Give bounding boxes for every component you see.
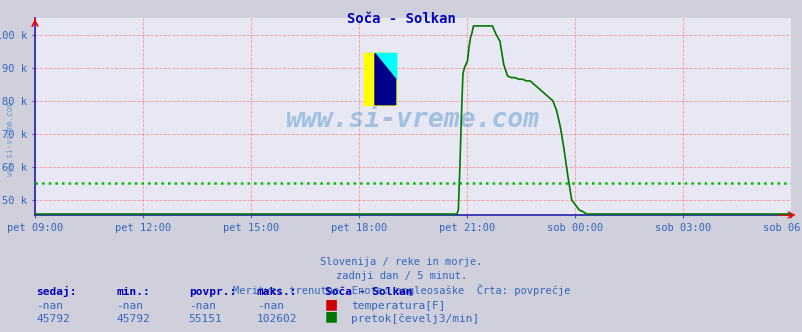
Text: 45792: 45792 — [36, 314, 70, 324]
Polygon shape — [363, 53, 395, 105]
Text: povpr.:: povpr.: — [188, 287, 236, 297]
Polygon shape — [375, 53, 395, 105]
Text: pretok[čevelj3/min]: pretok[čevelj3/min] — [350, 313, 479, 324]
Text: www.si-vreme.com: www.si-vreme.com — [6, 103, 15, 176]
Text: -nan: -nan — [116, 301, 144, 311]
Polygon shape — [363, 53, 395, 105]
Text: Meritve: trenutne  Enote: angleosaške  Črta: povprečje: Meritve: trenutne Enote: angleosaške Črt… — [233, 284, 569, 296]
Text: -nan: -nan — [36, 301, 63, 311]
Polygon shape — [363, 53, 395, 105]
Text: ■: ■ — [325, 297, 338, 311]
Text: zadnji dan / 5 minut.: zadnji dan / 5 minut. — [335, 271, 467, 281]
Text: Slovenija / reke in morje.: Slovenija / reke in morje. — [320, 257, 482, 267]
Text: sedaj:: sedaj: — [36, 286, 76, 297]
Polygon shape — [375, 53, 395, 79]
Text: maks.:: maks.: — [257, 287, 297, 297]
Text: 55151: 55151 — [188, 314, 222, 324]
Text: Soča - Solkan: Soča - Solkan — [346, 12, 456, 26]
Text: min.:: min.: — [116, 287, 150, 297]
Text: www.si-vreme.com: www.si-vreme.com — [286, 108, 539, 133]
Text: -nan: -nan — [188, 301, 216, 311]
Text: Soča - Solkan: Soča - Solkan — [325, 287, 412, 297]
Text: 45792: 45792 — [116, 314, 150, 324]
Text: 102602: 102602 — [257, 314, 297, 324]
Text: ■: ■ — [325, 310, 338, 324]
Text: -nan: -nan — [257, 301, 284, 311]
Text: temperatura[F]: temperatura[F] — [350, 301, 445, 311]
